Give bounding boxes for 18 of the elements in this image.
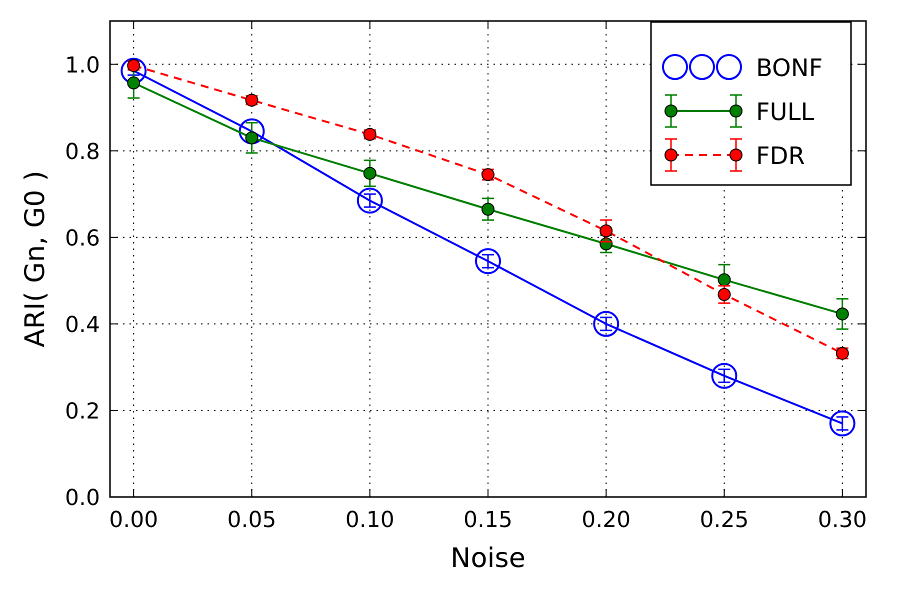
x-axis-title: Noise	[450, 543, 526, 574]
y-tick-label: 0.8	[65, 140, 100, 165]
y-tick-label: 0.2	[65, 399, 100, 424]
legend-label: BONF	[756, 54, 823, 82]
y-axis-title: ARI( Gn, G0 )	[20, 170, 51, 348]
x-tick-label: 0.25	[700, 508, 749, 533]
legend-label: FDR	[756, 142, 805, 170]
x-tick-label: 0.05	[227, 508, 276, 533]
y-tick-label: 0.0	[65, 486, 100, 511]
x-tick-label: 0.00	[109, 508, 158, 533]
legend-label: FULL	[756, 98, 815, 126]
y-tick-label: 0.4	[65, 312, 100, 338]
x-tick-label: 0.20	[582, 508, 631, 533]
x-tick-label: 0.30	[818, 508, 867, 533]
x-tick-label: 0.15	[464, 508, 512, 533]
y-tick-label: 0.6	[65, 226, 100, 252]
y-tick-label: 1.0	[65, 53, 100, 78]
x-tick-label: 0.10	[345, 508, 394, 533]
